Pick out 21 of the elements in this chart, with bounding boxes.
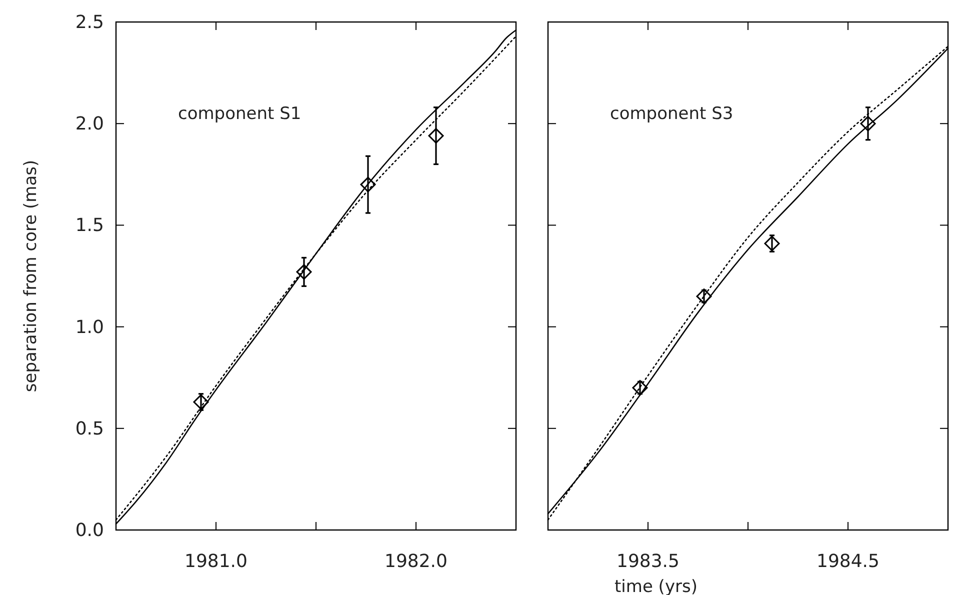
y-axis-title: separation from core (mas)	[21, 160, 41, 392]
y-tick-label: 0.5	[75, 418, 104, 440]
y-tick-label: 2.5	[75, 12, 104, 33]
point	[632, 380, 648, 396]
x-tick-label: 1983.5	[616, 551, 680, 572]
point	[193, 394, 209, 410]
point	[360, 176, 376, 192]
point	[296, 264, 312, 280]
point	[860, 116, 876, 132]
y-tick-label: 1.5	[75, 215, 104, 236]
point	[764, 236, 780, 252]
point	[696, 288, 712, 304]
x-tick-label: 1984.5	[816, 551, 880, 572]
annotation: component S3	[610, 104, 734, 124]
x-tick-label: 1982.0	[384, 551, 448, 572]
point	[428, 128, 444, 144]
x-tick-label: 1981.0	[184, 551, 248, 572]
y-tick-label: 1.0	[75, 316, 104, 338]
y-tick-label: 0.0	[75, 520, 104, 541]
y-tick-label: 2.0	[75, 114, 104, 135]
annotation: component S1	[178, 104, 302, 124]
